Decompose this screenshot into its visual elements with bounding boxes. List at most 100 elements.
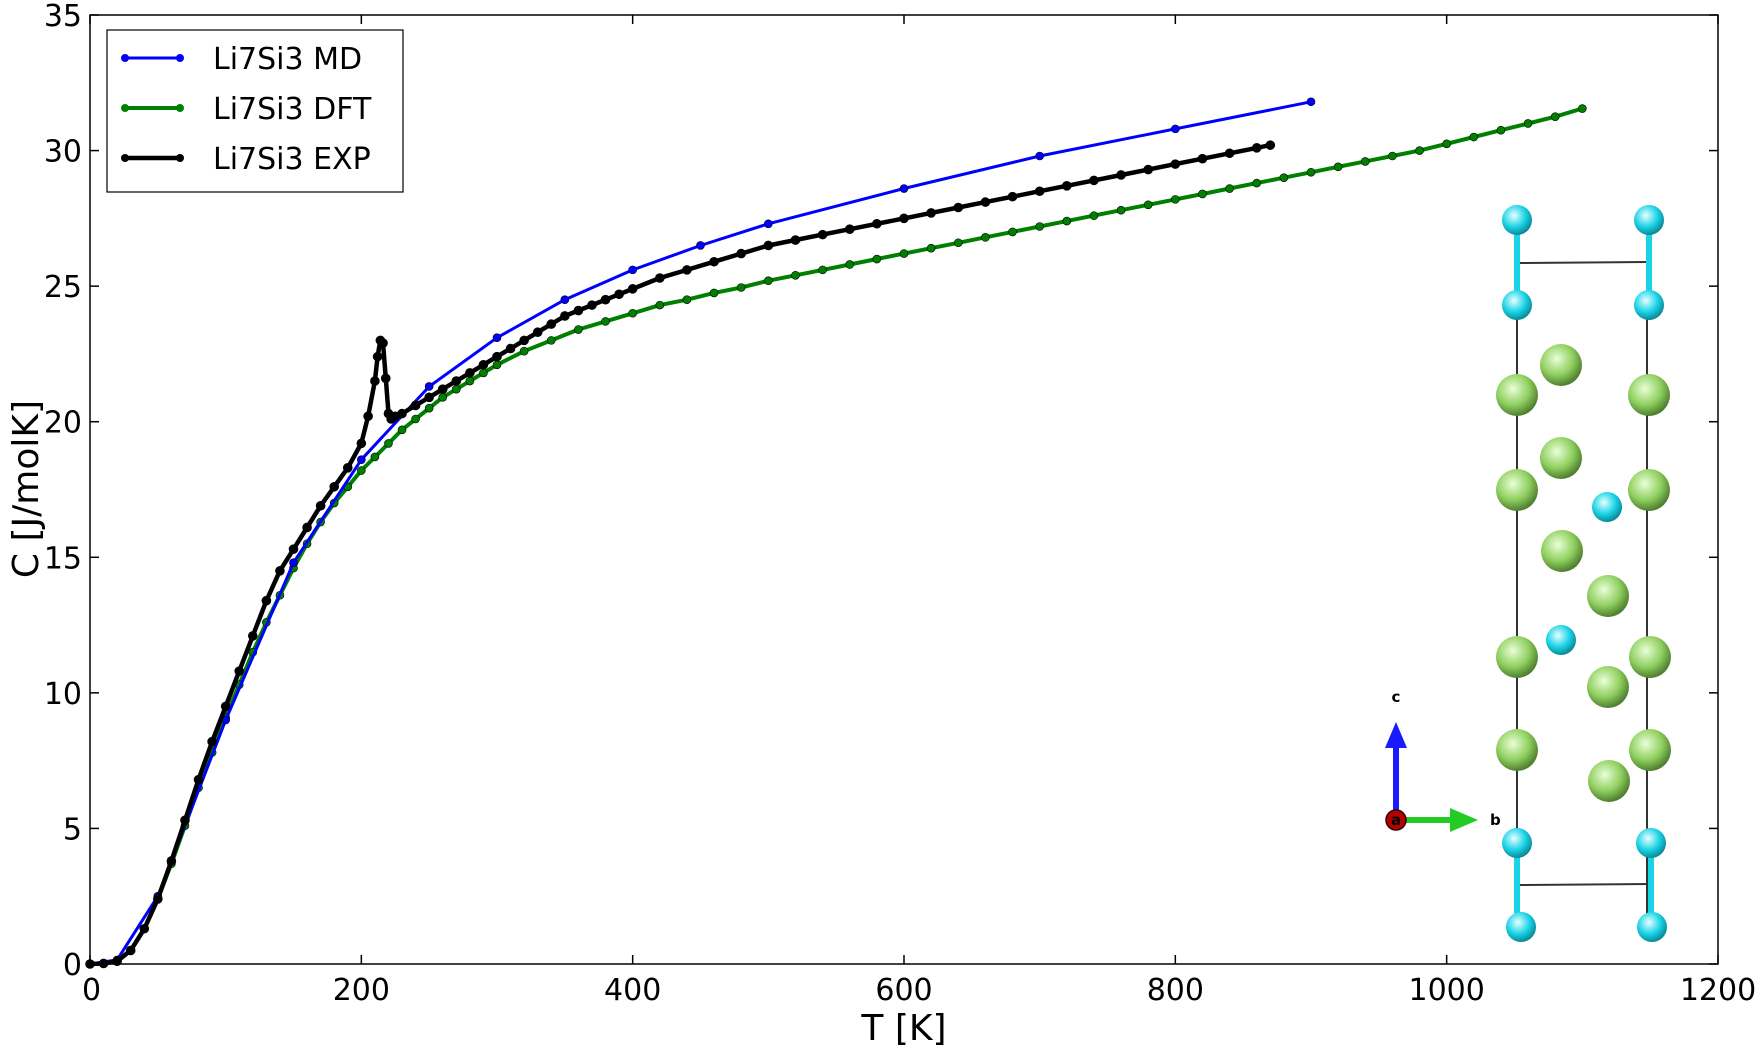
data-point xyxy=(1198,189,1207,199)
li-atom xyxy=(1540,437,1582,479)
data-point xyxy=(397,425,407,435)
li-atom xyxy=(1629,729,1671,771)
data-point xyxy=(1035,151,1044,161)
cell-edge xyxy=(1519,261,1648,264)
data-point xyxy=(736,283,746,292)
data-point xyxy=(763,240,774,251)
data-point xyxy=(505,343,516,354)
data-point xyxy=(139,923,150,934)
data-point xyxy=(1550,112,1560,121)
legend-entry: Li7Si3 MD xyxy=(121,42,362,77)
data-point xyxy=(424,392,434,403)
si-atom xyxy=(1502,290,1532,320)
li-atom xyxy=(1587,575,1629,617)
data-point xyxy=(1578,104,1587,113)
data-point xyxy=(1035,222,1044,231)
data-point xyxy=(696,241,705,250)
x-tick-label: 200 xyxy=(333,973,390,1008)
legend-marker xyxy=(176,54,184,62)
series-line xyxy=(89,142,1271,967)
data-point xyxy=(736,248,747,259)
data-point xyxy=(574,325,583,334)
data-point xyxy=(899,213,909,224)
data-point xyxy=(628,308,637,318)
data-point xyxy=(492,351,502,362)
data-point xyxy=(682,265,692,275)
li-atom xyxy=(1628,374,1670,416)
data-point xyxy=(953,238,963,248)
x-tick-label: 600 xyxy=(875,973,932,1008)
data-point xyxy=(546,319,557,329)
legend-label: Li7Si3 EXP xyxy=(213,142,371,177)
data-point xyxy=(519,335,529,346)
data-point xyxy=(872,254,882,264)
data-point xyxy=(1089,175,1099,186)
data-point xyxy=(411,414,420,424)
li-atom xyxy=(1629,636,1671,678)
li-atom xyxy=(1541,530,1583,572)
data-point xyxy=(397,408,407,419)
legend-marker xyxy=(121,104,129,112)
data-point xyxy=(465,376,475,386)
li-atom xyxy=(1587,666,1629,708)
data-point xyxy=(261,595,272,606)
data-point xyxy=(315,500,326,511)
data-point xyxy=(1442,139,1451,149)
data-point xyxy=(1143,164,1153,175)
y-tick-label: 5 xyxy=(63,812,82,847)
data-point xyxy=(1062,216,1072,226)
data-point xyxy=(370,452,380,462)
data-point xyxy=(1415,146,1424,155)
data-point xyxy=(372,351,383,362)
data-point xyxy=(601,317,610,326)
si-atom xyxy=(1637,912,1667,942)
li-atom xyxy=(1628,469,1670,511)
data-point xyxy=(153,894,163,904)
data-point xyxy=(627,284,638,294)
data-point xyxy=(709,288,719,298)
x-tick-label: 0 xyxy=(82,973,101,1008)
si-atom xyxy=(1634,205,1664,235)
x-axis-label: T [K] xyxy=(860,1008,946,1046)
series-layer xyxy=(85,97,1587,969)
series-line xyxy=(89,100,1312,966)
si-atom xyxy=(1546,625,1576,655)
si-atom xyxy=(1636,828,1666,858)
data-point xyxy=(682,295,692,305)
series-line xyxy=(89,106,1583,966)
data-point xyxy=(356,438,367,449)
si-atom xyxy=(1592,492,1622,522)
data-point xyxy=(1265,140,1276,150)
data-point xyxy=(410,400,421,411)
legend-label: Li7Si3 DFT xyxy=(213,92,372,127)
y-tick-label: 15 xyxy=(44,541,82,576)
data-point xyxy=(1360,157,1370,166)
data-point xyxy=(1170,159,1181,169)
data-point xyxy=(166,856,177,866)
data-point xyxy=(655,300,665,310)
data-point xyxy=(478,359,489,370)
data-point xyxy=(1523,119,1533,128)
b-axis-label: b xyxy=(1490,811,1501,829)
data-point xyxy=(1007,191,1018,202)
data-point xyxy=(220,701,231,712)
cell-edge xyxy=(1519,883,1651,886)
y-axis-label: C [J/molK] xyxy=(6,400,47,578)
data-point xyxy=(953,202,964,213)
legend-marker xyxy=(121,54,129,62)
data-point xyxy=(1171,124,1180,134)
data-point xyxy=(587,300,597,310)
y-tick-label: 30 xyxy=(44,135,82,170)
plot-frame xyxy=(89,14,1719,965)
data-point xyxy=(1306,167,1316,177)
data-point xyxy=(926,243,936,253)
data-point xyxy=(357,455,366,464)
legend-marker xyxy=(121,154,129,162)
data-point xyxy=(438,393,448,402)
li-atom xyxy=(1588,760,1630,802)
data-point xyxy=(125,945,136,956)
data-point xyxy=(764,276,773,286)
data-point xyxy=(1306,97,1316,107)
data-point xyxy=(926,208,936,218)
data-point xyxy=(817,229,828,240)
